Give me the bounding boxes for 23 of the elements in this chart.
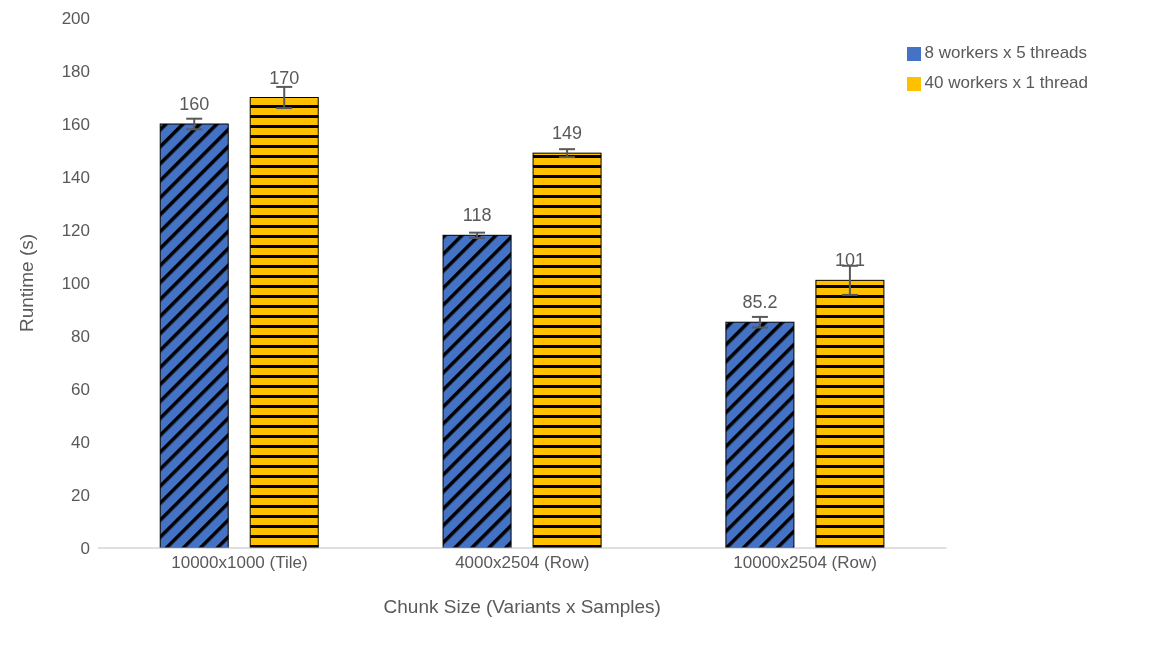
x-axis-title: Chunk Size (Variants x Samples) bbox=[383, 596, 661, 617]
y-tick-label: 160 bbox=[61, 115, 90, 135]
x-tick-label: 4000x2504 (Row) bbox=[455, 553, 590, 573]
y-tick-label: 60 bbox=[71, 380, 90, 400]
x-tick-label: 10000x2504 (Row) bbox=[733, 553, 877, 573]
y-tick-label: 120 bbox=[61, 221, 90, 241]
y-tick-label: 80 bbox=[71, 327, 90, 347]
legend-label: 40 workers x 1 thread bbox=[924, 73, 1088, 92]
data-label: 170 bbox=[269, 67, 300, 88]
x-tick-label: 10000x1000 (Tile) bbox=[171, 553, 308, 573]
data-label: 118 bbox=[462, 205, 492, 226]
y-axis-title: Runtime (s) bbox=[15, 233, 37, 333]
y-tick-label: 200 bbox=[61, 9, 90, 29]
y-tick-label: 180 bbox=[61, 62, 90, 82]
y-tick-label: 140 bbox=[61, 168, 90, 188]
data-label: 149 bbox=[552, 123, 583, 144]
y-tick-label: 40 bbox=[71, 433, 90, 453]
y-tick-label: 100 bbox=[61, 274, 90, 294]
y-tick-label: 0 bbox=[80, 539, 90, 559]
data-label: 85.2 bbox=[742, 292, 778, 313]
legend-label: 8 workers x 5 threads bbox=[924, 43, 1088, 62]
y-tick-label: 20 bbox=[71, 486, 90, 506]
data-label: 160 bbox=[179, 94, 210, 114]
